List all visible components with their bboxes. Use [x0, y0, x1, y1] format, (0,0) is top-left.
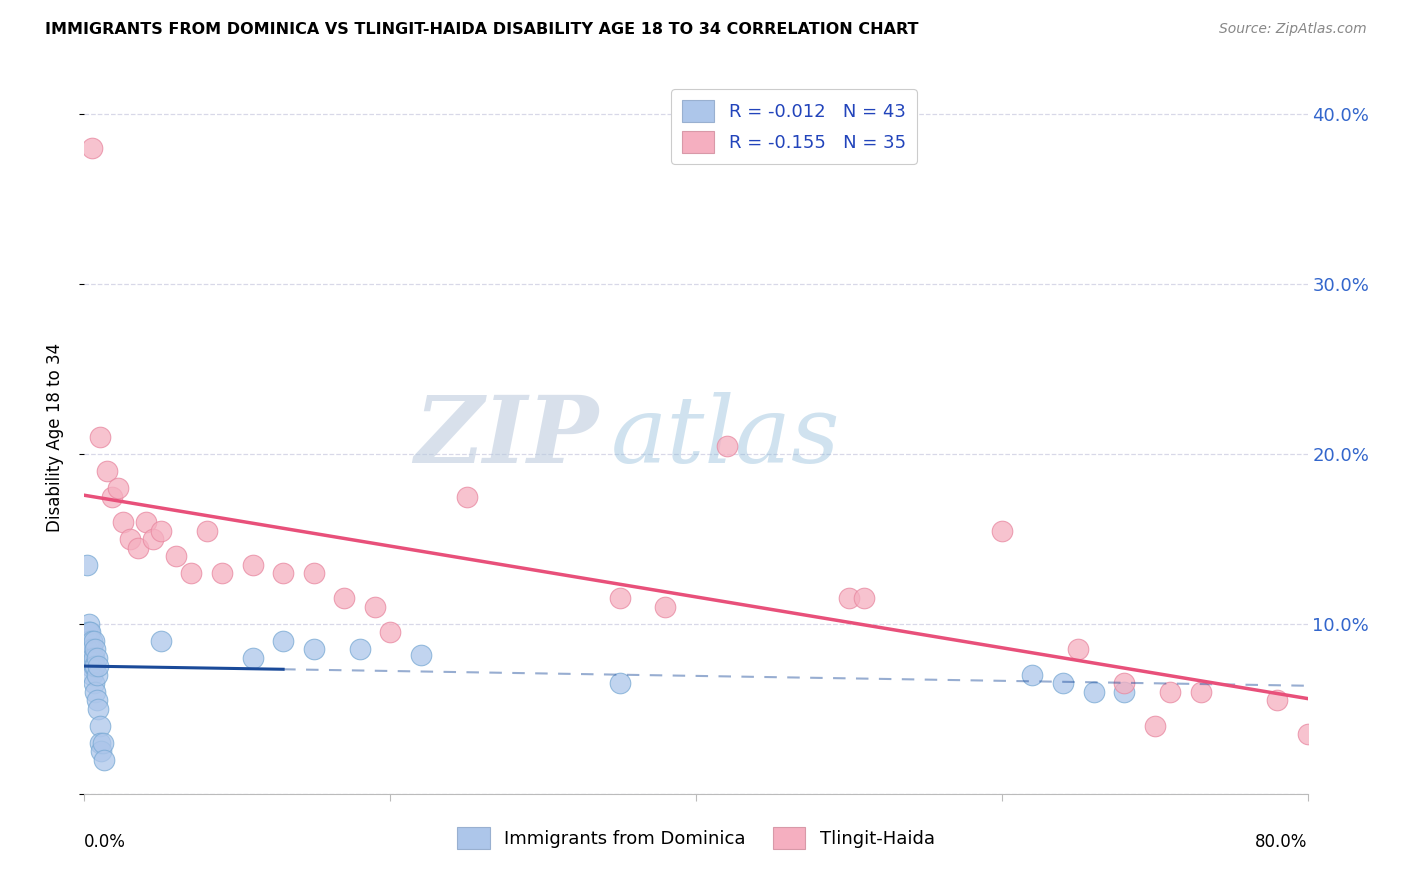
- Point: [609, 676, 631, 690]
- Point: [333, 591, 356, 606]
- Point: [120, 532, 142, 546]
- Point: [86, 668, 108, 682]
- Point: [1021, 668, 1043, 682]
- Point: [142, 532, 165, 546]
- Point: [80, 634, 103, 648]
- Point: [87, 702, 110, 716]
- Point: [1052, 676, 1074, 690]
- Point: [101, 490, 124, 504]
- Point: [76, 642, 98, 657]
- Point: [149, 524, 172, 538]
- Point: [380, 625, 402, 640]
- Point: [83, 651, 105, 665]
- Point: [1296, 727, 1319, 741]
- Point: [77, 651, 100, 665]
- Point: [456, 490, 478, 504]
- Point: [609, 591, 631, 606]
- Legend: Immigrants from Dominica, Tlingit-Haida: Immigrants from Dominica, Tlingit-Haida: [450, 820, 942, 856]
- Point: [165, 549, 187, 563]
- Point: [83, 659, 105, 673]
- Point: [211, 566, 233, 580]
- Point: [80, 141, 103, 155]
- Text: 80.0%: 80.0%: [1256, 833, 1308, 851]
- Point: [271, 634, 294, 648]
- Point: [89, 430, 111, 444]
- Point: [1067, 642, 1090, 657]
- Point: [86, 693, 108, 707]
- Point: [96, 464, 118, 478]
- Text: 0.0%: 0.0%: [84, 833, 127, 851]
- Point: [195, 524, 218, 538]
- Text: IMMIGRANTS FROM DOMINICA VS TLINGIT-HAIDA DISABILITY AGE 18 TO 34 CORRELATION CH: IMMIGRANTS FROM DOMINICA VS TLINGIT-HAID…: [45, 22, 918, 37]
- Point: [271, 566, 294, 580]
- Point: [79, 651, 101, 665]
- Text: atlas: atlas: [610, 392, 839, 482]
- Point: [349, 642, 371, 657]
- Point: [111, 515, 134, 529]
- Point: [90, 744, 112, 758]
- Point: [1083, 685, 1105, 699]
- Point: [79, 642, 101, 657]
- Point: [716, 439, 738, 453]
- Point: [991, 524, 1014, 538]
- Point: [853, 591, 876, 606]
- Text: Source: ZipAtlas.com: Source: ZipAtlas.com: [1219, 22, 1367, 37]
- Point: [149, 634, 172, 648]
- Point: [1189, 685, 1212, 699]
- Point: [409, 648, 432, 662]
- Point: [84, 659, 107, 673]
- Point: [83, 634, 105, 648]
- Point: [1159, 685, 1181, 699]
- Point: [1114, 685, 1136, 699]
- Point: [1114, 676, 1136, 690]
- Point: [80, 651, 103, 665]
- Point: [89, 736, 111, 750]
- Point: [1143, 719, 1166, 733]
- Point: [91, 736, 114, 750]
- Text: ZIP: ZIP: [413, 392, 598, 482]
- Y-axis label: Disability Age 18 to 34: Disability Age 18 to 34: [45, 343, 63, 532]
- Point: [107, 481, 129, 495]
- Point: [80, 668, 103, 682]
- Point: [654, 599, 676, 614]
- Point: [242, 651, 264, 665]
- Point: [180, 566, 202, 580]
- Point: [84, 685, 107, 699]
- Point: [86, 651, 108, 665]
- Point: [77, 625, 100, 640]
- Point: [79, 625, 101, 640]
- Point: [127, 541, 149, 555]
- Point: [84, 642, 107, 657]
- Point: [302, 566, 325, 580]
- Point: [135, 515, 157, 529]
- Point: [1265, 693, 1288, 707]
- Point: [364, 599, 387, 614]
- Point: [83, 676, 105, 690]
- Point: [77, 634, 100, 648]
- Point: [242, 558, 264, 572]
- Point: [93, 753, 115, 767]
- Point: [89, 719, 111, 733]
- Point: [838, 591, 860, 606]
- Point: [76, 625, 98, 640]
- Point: [80, 642, 103, 657]
- Point: [87, 659, 110, 673]
- Point: [77, 617, 100, 632]
- Point: [302, 642, 325, 657]
- Point: [76, 558, 98, 572]
- Point: [79, 659, 101, 673]
